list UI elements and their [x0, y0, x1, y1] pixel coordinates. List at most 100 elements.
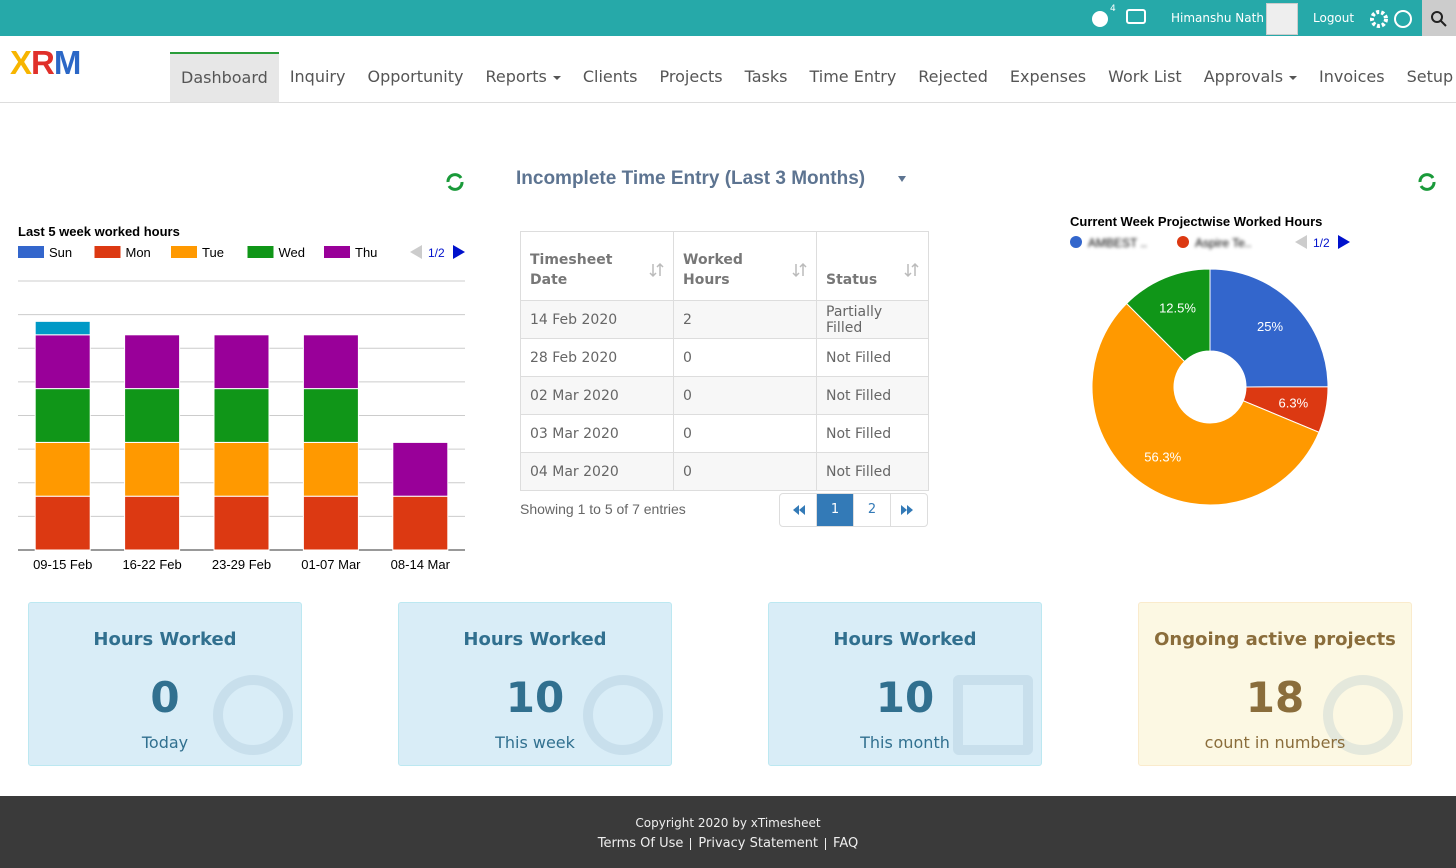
table-cell: 04 Mar 2020: [520, 452, 674, 491]
nav-label[interactable]: Clients: [582, 67, 638, 86]
nav-item[interactable]: Expenses: [999, 52, 1097, 102]
footer-link[interactable]: FAQ: [833, 836, 859, 851]
nav-item[interactable]: Dashboard: [170, 52, 279, 102]
logo[interactable]: XRM: [10, 44, 81, 81]
legend-swatch: [18, 246, 44, 258]
next-page[interactable]: [890, 494, 927, 526]
bar-segment: [213, 495, 270, 551]
chart-title: Current Week Projectwise Worked Hours: [1070, 214, 1322, 229]
bar-segment: [124, 495, 181, 551]
table-cell: 0: [673, 338, 817, 377]
nav-item[interactable]: Approvals: [1193, 52, 1308, 102]
nav-item[interactable]: Invoices: [1308, 52, 1396, 102]
nav-label[interactable]: Setup: [1406, 67, 1454, 86]
page-button[interactable]: 2: [853, 494, 890, 526]
nav-label[interactable]: Dashboard: [181, 68, 268, 87]
nav-item[interactable]: Reports: [474, 52, 571, 102]
column-title[interactable]: Timesheet Date: [530, 252, 613, 288]
time-entry-table: Timesheet Date Worked Hours Status 14 Feb 2…: [520, 231, 929, 491]
notification-count: 4: [1110, 4, 1116, 14]
card-icon: [583, 675, 663, 755]
bar-segment: [302, 495, 359, 551]
x-tick-label: 09-15 Feb: [33, 557, 92, 572]
column-title[interactable]: Status: [826, 272, 878, 288]
legend-next: [453, 245, 465, 259]
bar-segment: [213, 441, 270, 497]
footer-link[interactable]: Terms Of Use: [597, 836, 684, 851]
nav-label[interactable]: Reports: [485, 67, 547, 86]
nav-item[interactable]: Rejected: [907, 52, 999, 102]
nav-label[interactable]: Time Entry: [809, 67, 897, 86]
legend-label: AMBEST ..: [1088, 236, 1147, 250]
nav-label[interactable]: Projects: [659, 67, 723, 86]
nav-label[interactable]: Tasks: [744, 67, 788, 86]
nav-item[interactable]: Setup: [1396, 52, 1456, 102]
dropdown-caret[interactable]: [1289, 75, 1298, 80]
column-header[interactable]: Timesheet Date: [520, 231, 674, 301]
nav-item[interactable]: Opportunity: [356, 52, 474, 102]
nav-label[interactable]: Opportunity: [367, 67, 464, 86]
bar-segment: [34, 334, 91, 390]
nav-label[interactable]: Invoices: [1319, 67, 1385, 86]
bar-segment: [213, 334, 270, 390]
card-caption: This month: [860, 733, 950, 752]
card-title: Hours Worked: [93, 629, 237, 650]
table-info: Showing 1 to 5 of 7 entries: [520, 501, 686, 517]
card-caption: This week: [495, 733, 575, 752]
logout[interactable]: Logout: [1313, 11, 1355, 25]
bar-segment: [302, 388, 359, 443]
nav-item[interactable]: Work List: [1097, 52, 1193, 102]
legend-page: 1/2: [1313, 236, 1330, 250]
footer: Copyright 2020 by xTimesheet Terms Of Us…: [0, 796, 1456, 868]
column-header[interactable]: Status: [816, 231, 929, 301]
bar-segment: [302, 441, 359, 497]
table-row: 03 Mar 2020 0 Not Filled: [520, 414, 929, 453]
card-value: 18: [1245, 673, 1305, 722]
nav-item[interactable]: Inquiry: [279, 52, 357, 102]
bar-segment: [34, 388, 91, 443]
legend-label: Mon: [126, 245, 151, 260]
nav-label[interactable]: Rejected: [918, 67, 988, 86]
table-cell: 03 Mar 2020: [520, 414, 674, 453]
table-title[interactable]: Incomplete Time Entry (Last 3 Months): [516, 168, 866, 189]
bar-segment: [124, 388, 181, 443]
nav-bar: [0, 36, 1456, 103]
user-name[interactable]: Himanshu Nath: [1171, 11, 1264, 25]
legend-dot: [1070, 236, 1082, 248]
separator: [690, 837, 692, 850]
table-cell: Not Filled: [816, 338, 929, 377]
nav-item[interactable]: Projects: [649, 52, 734, 102]
footer-links: Terms Of Use Privacy Statement FAQ: [0, 836, 1456, 851]
table-row: 02 Mar 2020 0 Not Filled: [520, 376, 929, 415]
x-tick-label: 01-07 Mar: [301, 557, 361, 572]
stat-card: Hours Worked 0 Today: [28, 602, 302, 766]
legend-prev: [410, 245, 422, 259]
nav-item[interactable]: Tasks: [734, 52, 799, 102]
table-cell: 0: [673, 376, 817, 415]
column-title[interactable]: Worked Hours: [683, 252, 743, 288]
nav-item[interactable]: Time Entry: [798, 52, 907, 102]
card-icon: [1323, 675, 1403, 755]
nav-label[interactable]: Work List: [1108, 67, 1182, 86]
legend-label: Thu: [355, 245, 377, 260]
footer-link[interactable]: Privacy Statement: [698, 836, 819, 851]
nav-label[interactable]: Inquiry: [289, 67, 346, 86]
nav-label[interactable]: Approvals: [1203, 67, 1284, 86]
search-button[interactable]: [1422, 0, 1456, 36]
dropdown-caret[interactable]: [552, 75, 561, 80]
nav-item[interactable]: Clients: [572, 52, 649, 102]
nav-label[interactable]: Expenses: [1009, 67, 1087, 86]
slice-label: 12.5%: [1159, 300, 1196, 315]
avatar[interactable]: [1266, 3, 1298, 35]
column-header[interactable]: Worked Hours: [673, 231, 817, 301]
legend-label: Tue: [202, 245, 224, 260]
first-page[interactable]: [780, 494, 816, 526]
card-title: Hours Worked: [833, 629, 977, 650]
table-cell: 28 Feb 2020: [520, 338, 674, 377]
x-tick-label: 16-22 Feb: [122, 557, 181, 572]
legend-page: 1/2: [428, 246, 445, 260]
page-button[interactable]: 1: [816, 494, 853, 526]
bar-segment: [34, 441, 91, 497]
